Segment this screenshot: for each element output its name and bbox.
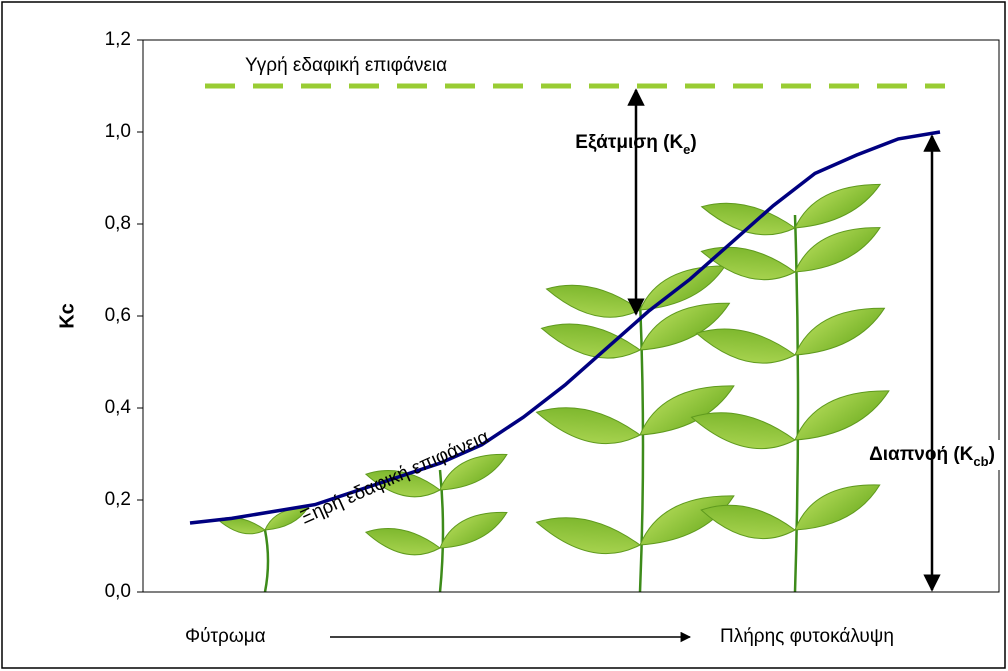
evaporation-label: Εξάτμιση (Ke) [575, 132, 696, 157]
leaf [794, 307, 886, 356]
x-end-label: Πλήρης φυτοκάλυψη [720, 626, 894, 647]
label-part: ) [690, 132, 696, 153]
leaf [794, 484, 881, 531]
label-part: Διαπνοή (K [869, 444, 974, 465]
y-axis-label: Kc [56, 303, 78, 329]
transpiration-label: Διαπνοή (Kcb) [869, 444, 995, 469]
leaf [794, 227, 881, 273]
leaf [639, 385, 735, 436]
leaf [364, 469, 441, 498]
leaf [700, 504, 796, 540]
y-tick-label: 0,6 [105, 305, 131, 326]
leaf [700, 246, 796, 281]
leaf [794, 390, 890, 441]
reference-label: Υγρή εδαφική επιφάνεια [245, 55, 447, 76]
plants [216, 183, 890, 593]
y-tick-label: 1,0 [105, 121, 131, 142]
leaf [439, 453, 508, 491]
leaf [535, 517, 641, 555]
label-part: ) [989, 444, 995, 465]
leaf [364, 527, 441, 556]
kc-curve [189, 130, 941, 525]
y-tick-label: 0,2 [105, 489, 131, 510]
x-start-label: Φύτρωμα [185, 626, 266, 647]
leaf [545, 284, 641, 318]
leaf [540, 323, 641, 359]
stem [438, 469, 445, 593]
leaf [690, 412, 796, 450]
leaf [695, 328, 796, 364]
stem [638, 299, 645, 593]
stem [793, 214, 800, 593]
stem [263, 529, 270, 593]
y-tick-label: 0,0 [105, 581, 131, 602]
leaf [264, 507, 309, 531]
y-tick-label: 0,4 [105, 397, 132, 418]
leaf [794, 183, 882, 229]
y-tick-label: 0,8 [105, 213, 131, 234]
y-tick-label: 1,2 [105, 29, 131, 50]
leaf [639, 302, 731, 351]
label-part: Εξάτμιση (K [575, 132, 683, 153]
label-part: e [683, 142, 690, 157]
leaf [535, 407, 641, 445]
label-part: cb [973, 454, 988, 469]
leaf [439, 511, 508, 549]
